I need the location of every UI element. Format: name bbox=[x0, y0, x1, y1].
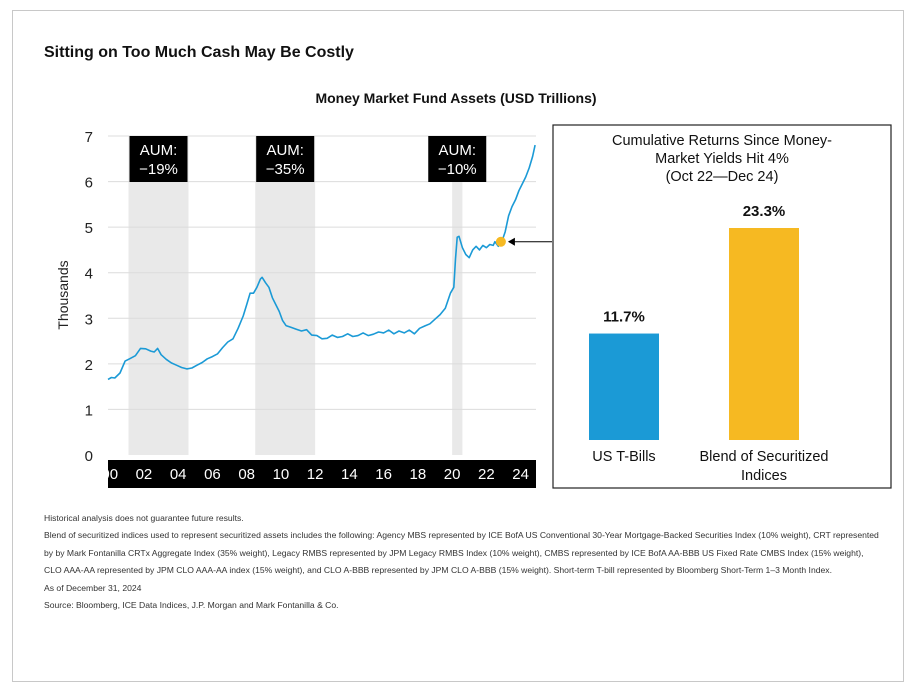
footnotes: Historical analysis does not guarantee f… bbox=[44, 510, 882, 614]
x-tick-label: 10 bbox=[273, 466, 290, 483]
y-tick-label: 4 bbox=[85, 266, 93, 283]
aum-label-title: AUM: bbox=[266, 142, 304, 159]
aum-label-box bbox=[256, 136, 315, 182]
aum-label-value: −35% bbox=[266, 161, 305, 178]
x-axis-band bbox=[108, 460, 536, 488]
x-tick-label: 18 bbox=[410, 466, 427, 483]
marker-point bbox=[495, 236, 506, 247]
bar-value-label: 23.3% bbox=[743, 203, 786, 220]
x-tick-label: 20 bbox=[444, 466, 461, 483]
series-line bbox=[107, 144, 536, 381]
y-tick-label: 2 bbox=[85, 357, 93, 374]
bar-1 bbox=[729, 228, 799, 440]
aum-label-title: AUM: bbox=[438, 142, 476, 159]
x-tick-label: 08 bbox=[238, 466, 255, 483]
y-tick-label: 1 bbox=[85, 402, 93, 419]
aum-label-title: AUM: bbox=[140, 142, 178, 159]
bar-category-label: Indices bbox=[741, 468, 787, 484]
x-tick-label: 16 bbox=[375, 466, 392, 483]
x-tick-label: 24 bbox=[512, 466, 529, 483]
bar-category-label: US T-Bills bbox=[592, 449, 655, 465]
footnote-methodology: Blend of securitized indices used to rep… bbox=[44, 530, 879, 576]
y-axis-label: Thousands bbox=[55, 260, 71, 329]
x-tick-label: 04 bbox=[170, 466, 187, 483]
aum-label-box bbox=[129, 136, 188, 182]
page-title: Sitting on Too Much Cash May Be Costly bbox=[44, 44, 354, 61]
y-tick-label: 7 bbox=[85, 129, 93, 146]
x-tick-label: 12 bbox=[307, 466, 324, 483]
bar-category-label: Blend of Securitized bbox=[700, 449, 829, 465]
x-tick-label: 22 bbox=[478, 466, 495, 483]
x-tick-label: 02 bbox=[136, 466, 153, 483]
arrow-head bbox=[507, 237, 515, 246]
bar-value-label: 11.7% bbox=[603, 309, 645, 326]
footnote-date: As of December 31, 2024 bbox=[44, 582, 142, 593]
y-tick-label: 3 bbox=[85, 311, 93, 328]
shaded-period-0 bbox=[128, 136, 189, 455]
shaded-period-2 bbox=[452, 136, 463, 455]
aum-label-box bbox=[428, 136, 487, 182]
bar-0 bbox=[589, 333, 659, 440]
y-tick-label: 6 bbox=[85, 175, 93, 192]
aum-label-value: −10% bbox=[438, 161, 477, 178]
y-tick-label: 5 bbox=[85, 220, 93, 237]
inset-title-line: Cumulative Returns Since Money- bbox=[612, 133, 832, 149]
footnote-source: Source: Bloomberg, ICE Data Indices, J.P… bbox=[44, 600, 339, 611]
x-tick-label: 14 bbox=[341, 466, 358, 483]
inset-title-line: Market Yields Hit 4% bbox=[655, 151, 789, 167]
aum-label-value: −19% bbox=[139, 161, 178, 178]
x-tick-label: 00 bbox=[101, 466, 118, 483]
inset-title-line: (Oct 22—Dec 24) bbox=[666, 169, 779, 185]
chart-title: Money Market Fund Assets (USD Trillions) bbox=[315, 90, 597, 106]
shaded-period-1 bbox=[255, 136, 316, 455]
y-tick-label: 0 bbox=[85, 448, 93, 465]
x-tick-label: 06 bbox=[204, 466, 221, 483]
footnote-disclaimer: Historical analysis does not guarantee f… bbox=[44, 513, 244, 523]
